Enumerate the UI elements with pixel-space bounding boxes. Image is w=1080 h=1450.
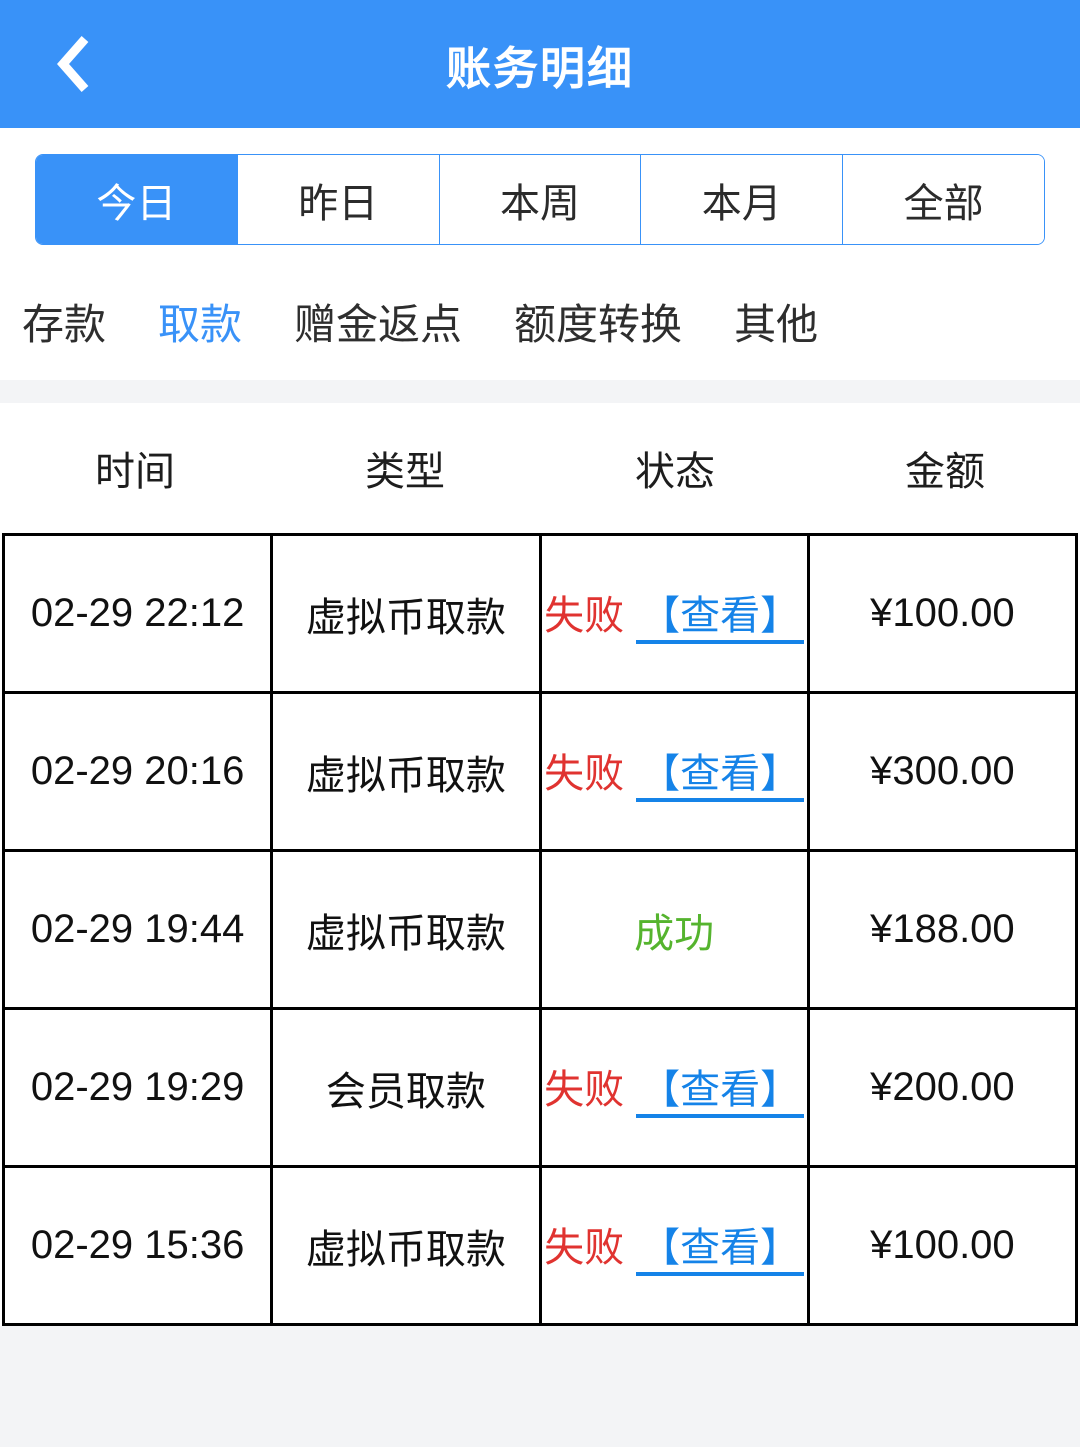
status-text: 失败 bbox=[544, 1226, 625, 1270]
period-tab-1[interactable]: 昨日 bbox=[236, 155, 439, 244]
column-header: 状态 bbox=[635, 450, 715, 494]
period-tab-label: 今日 bbox=[96, 181, 177, 226]
cell-status: 失败 【查看】 bbox=[538, 533, 810, 694]
table-header-row: 时间 类型 状态 金额 bbox=[0, 403, 1080, 533]
column-header: 时间 bbox=[95, 450, 175, 494]
cell-time: 02-29 15:36 bbox=[1, 1165, 274, 1326]
column-header: 金额 bbox=[905, 450, 985, 494]
period-tab-bar: 今日 昨日 本周 本月 全部 bbox=[35, 154, 1045, 245]
cell-status: 成功 bbox=[538, 849, 810, 1010]
status-text: 失败 bbox=[544, 1068, 625, 1112]
table-row: 02-29 15:36 虚拟币取款 失败 【查看】 ¥100.00 bbox=[1, 1165, 1079, 1326]
period-tab-0[interactable]: 今日 bbox=[36, 155, 237, 244]
footer-spacer bbox=[0, 1326, 1080, 1447]
cell-status: 失败 【查看】 bbox=[538, 691, 810, 852]
table-row: 02-29 19:29 会员取款 失败 【查看】 ¥200.00 bbox=[1, 1007, 1079, 1168]
table-row: 02-29 19:44 虚拟币取款 成功 ¥188.00 bbox=[1, 849, 1079, 1010]
view-link[interactable]: 【查看】 bbox=[636, 593, 805, 644]
category-tab-0[interactable]: 存款 bbox=[22, 301, 107, 348]
category-tab-1[interactable]: 取款 bbox=[158, 301, 243, 348]
cell-status: 失败 【查看】 bbox=[538, 1007, 810, 1168]
period-tab-label: 本月 bbox=[701, 181, 782, 226]
transactions-table: 02-29 22:12 虚拟币取款 失败 【查看】 ¥100.00 02-29 2… bbox=[1, 533, 1079, 1326]
cell-type: 会员取款 bbox=[270, 1007, 542, 1168]
status-text: 成功 bbox=[634, 911, 715, 956]
period-tab-label: 全部 bbox=[903, 181, 984, 226]
period-tab-label: 本周 bbox=[499, 181, 580, 226]
column-header: 类型 bbox=[365, 450, 445, 494]
cell-time: 02-29 19:29 bbox=[1, 1007, 274, 1168]
category-tab-3[interactable]: 额度转换 bbox=[514, 301, 683, 348]
category-tab-2[interactable]: 赠金返点 bbox=[294, 301, 463, 348]
cell-amount: ¥100.00 bbox=[806, 533, 1079, 694]
chevron-left-icon bbox=[57, 36, 89, 92]
app-header: 账务明细 bbox=[0, 0, 1080, 128]
cell-time: 02-29 19:44 bbox=[1, 849, 274, 1010]
status-text: 失败 bbox=[544, 752, 625, 796]
cell-type: 虚拟币取款 bbox=[270, 1165, 542, 1326]
cell-amount: ¥200.00 bbox=[806, 1007, 1079, 1168]
cell-type: 虚拟币取款 bbox=[270, 691, 542, 852]
page-title: 账务明细 bbox=[445, 42, 634, 94]
view-link[interactable]: 【查看】 bbox=[636, 751, 805, 802]
period-tab-2[interactable]: 本周 bbox=[438, 155, 641, 244]
period-tab-3[interactable]: 本月 bbox=[640, 155, 843, 244]
cell-type: 虚拟币取款 bbox=[270, 849, 542, 1010]
view-link[interactable]: 【查看】 bbox=[636, 1225, 805, 1276]
cell-type: 虚拟币取款 bbox=[270, 533, 542, 694]
back-button[interactable] bbox=[50, 30, 98, 98]
cell-amount: ¥100.00 bbox=[806, 1165, 1079, 1326]
view-link[interactable]: 【查看】 bbox=[636, 1067, 805, 1118]
category-tab-bar: 存款 取款 赠金返点 额度转换 其他 bbox=[0, 245, 1080, 380]
table-row: 02-29 22:12 虚拟币取款 失败 【查看】 ¥100.00 bbox=[1, 533, 1079, 694]
status-text: 失败 bbox=[544, 594, 625, 638]
period-tab-4[interactable]: 全部 bbox=[842, 155, 1044, 244]
period-tab-label: 昨日 bbox=[298, 181, 379, 226]
category-tab-4[interactable]: 其他 bbox=[734, 301, 819, 348]
divider-band bbox=[0, 380, 1080, 403]
cell-time: 02-29 20:16 bbox=[1, 691, 274, 852]
cell-status: 失败 【查看】 bbox=[538, 1165, 810, 1326]
table-row: 02-29 20:16 虚拟币取款 失败 【查看】 ¥300.00 bbox=[1, 691, 1079, 852]
cell-time: 02-29 22:12 bbox=[1, 533, 274, 694]
cell-amount: ¥300.00 bbox=[806, 691, 1079, 852]
cell-amount: ¥188.00 bbox=[806, 849, 1079, 1010]
